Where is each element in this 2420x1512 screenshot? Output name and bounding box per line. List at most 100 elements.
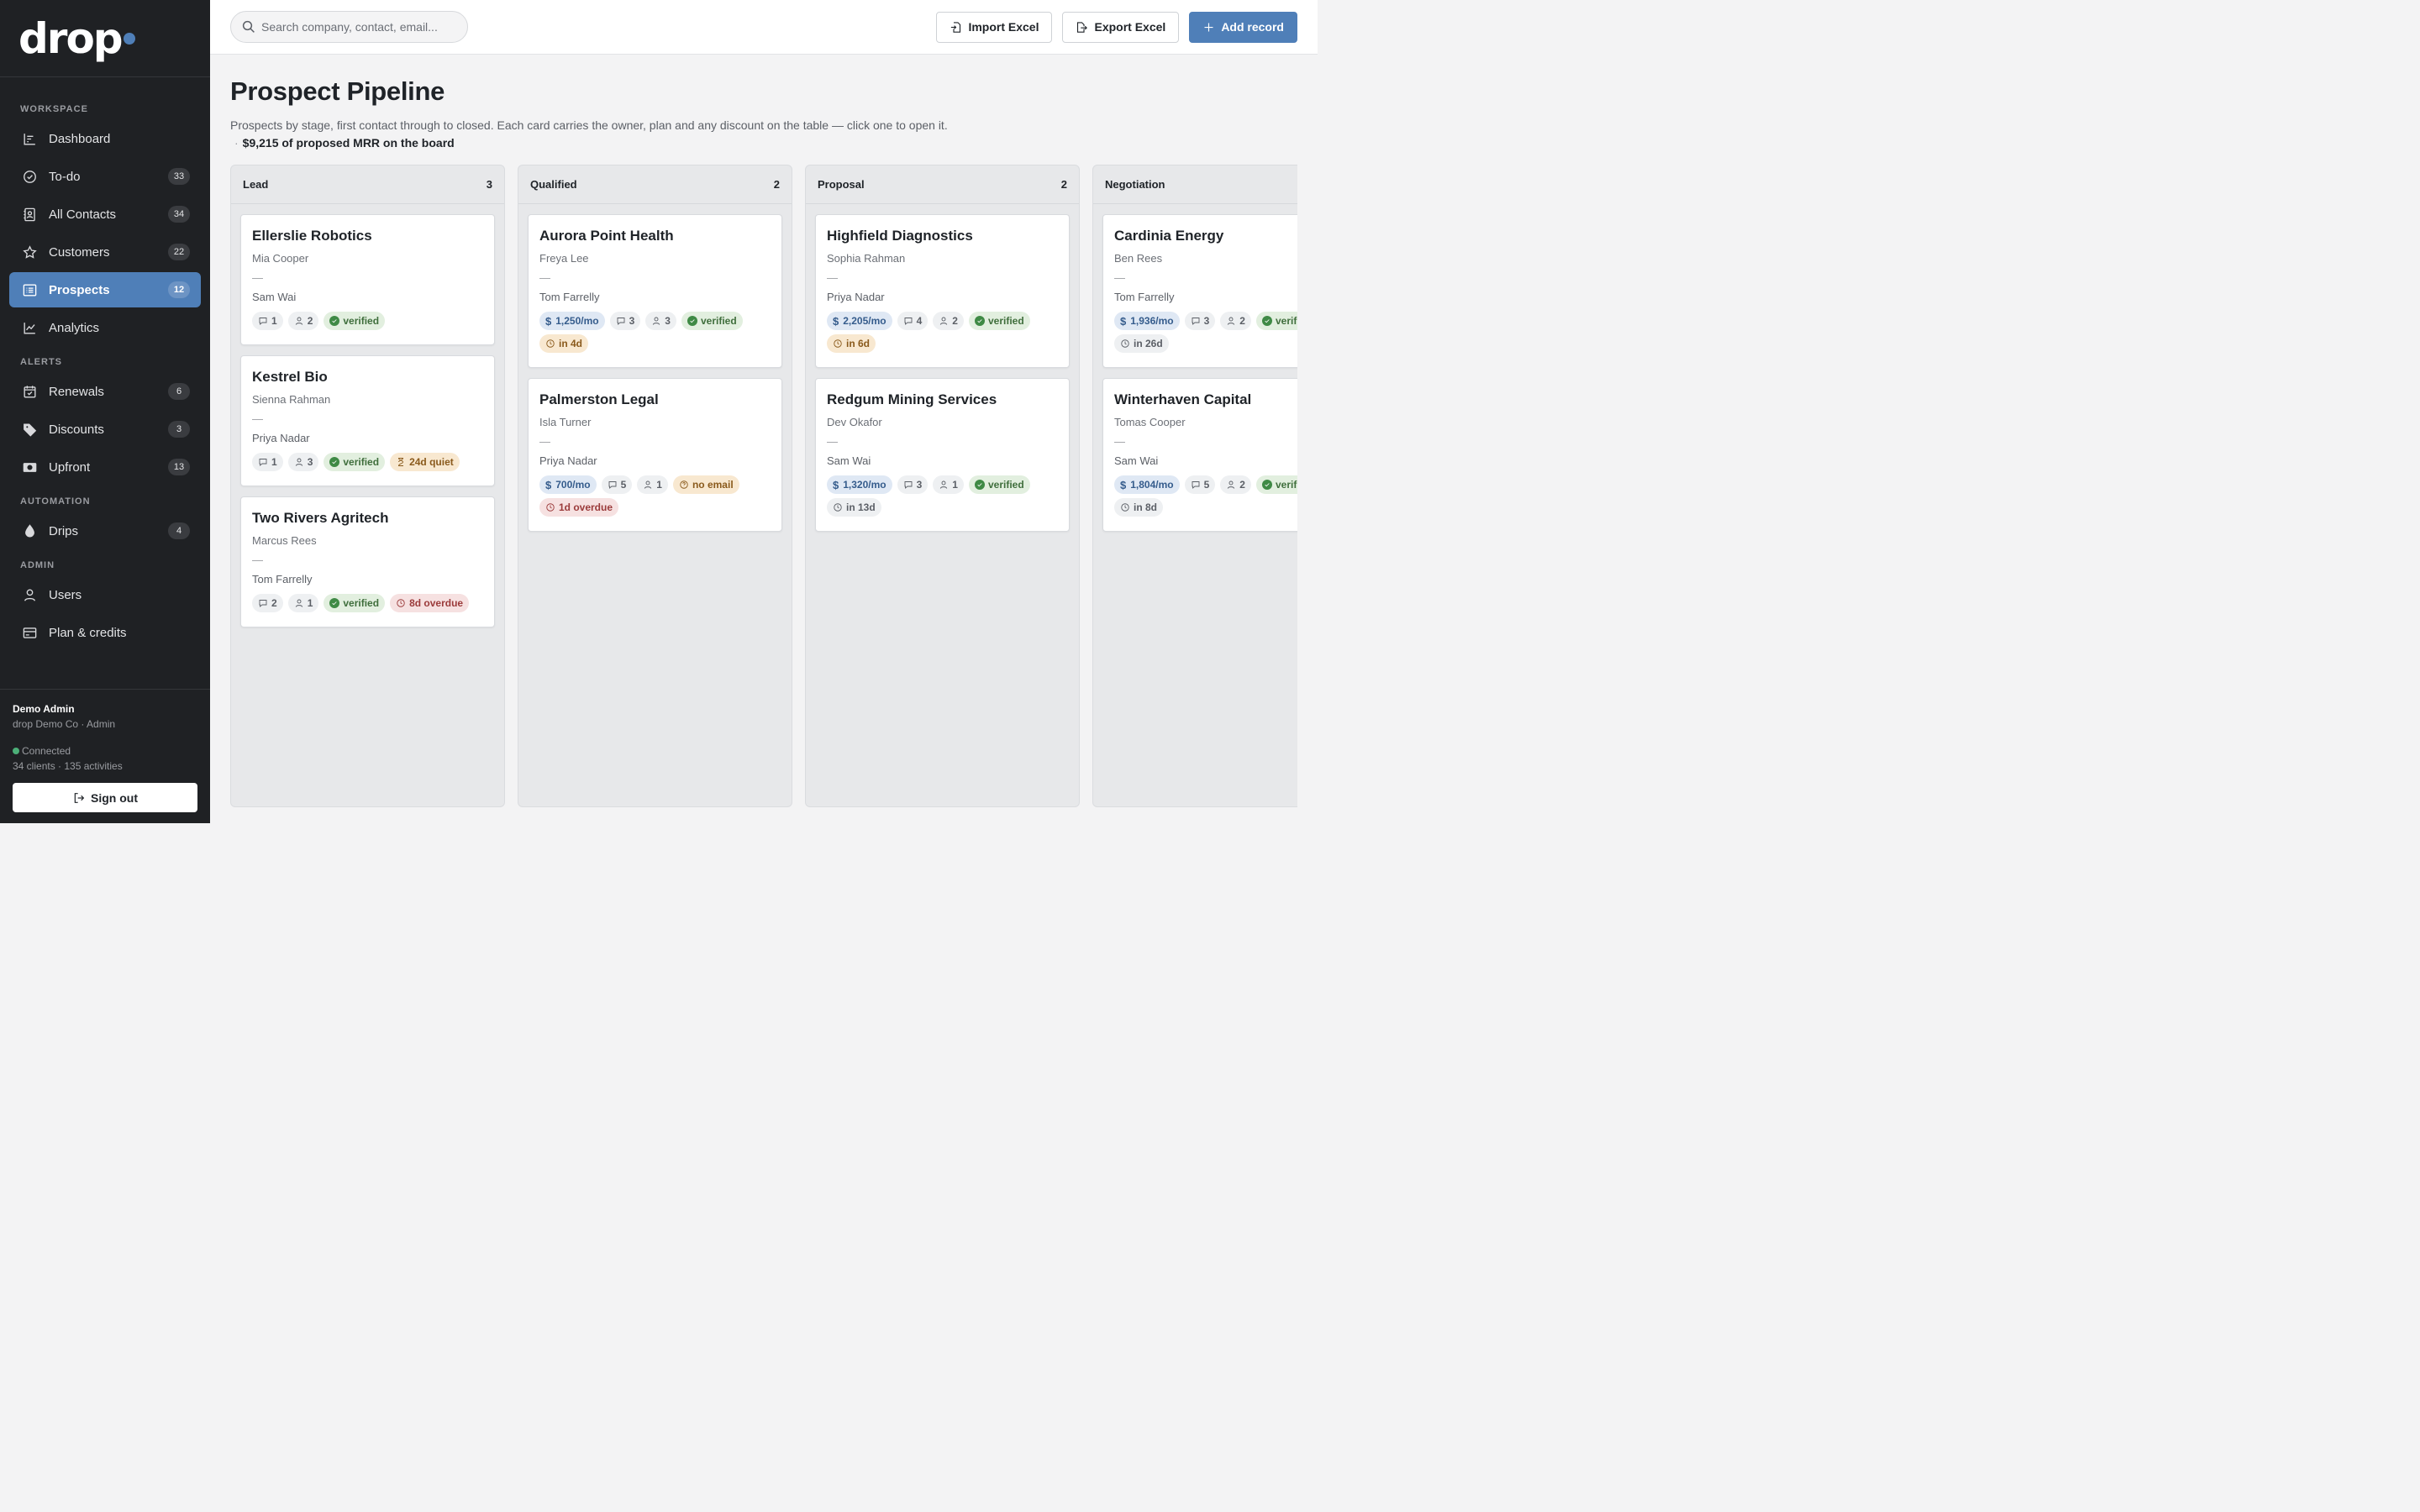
calendar-check-icon <box>21 383 38 400</box>
owner-name: Sam Wai <box>252 291 297 303</box>
dollar-icon: $ <box>545 314 552 328</box>
prospect-card[interactable]: Palmerston Legal Isla Turner — Priya Nadar $… <box>528 378 782 532</box>
plan-placeholder: — <box>827 271 838 284</box>
drop-icon <box>21 522 38 539</box>
contact-book-icon <box>21 206 38 223</box>
content: Prospect Pipeline Prospects by stage, fi… <box>210 55 1318 807</box>
company-name: Ellerslie Robotics <box>252 228 372 244</box>
stage-column-qualified: Qualified 2 Aurora Point Health Freya Lee — T… <box>518 165 792 807</box>
chip-text: 1 <box>307 597 313 609</box>
verified-badge: verified <box>324 594 386 612</box>
prospect-card[interactable]: Aurora Point Health Freya Lee — Tom Farrell… <box>528 214 782 368</box>
plan-placeholder: — <box>539 435 550 448</box>
mrr-separator: · <box>234 136 239 150</box>
prospect-card[interactable]: Highfield Diagnostics Sophia Rahman — Priya… <box>815 214 1070 368</box>
sidebar-item-renewals[interactable]: Renewals 6 <box>9 374 201 409</box>
sidebar-item-prospects[interactable]: Prospects 12 <box>9 272 201 307</box>
logo[interactable]: drop <box>0 0 210 77</box>
stage-column-lead: Lead 3 Ellerslie Robotics Mia Cooper — Sam Wa… <box>230 165 505 807</box>
company-name: Kestrel Bio <box>252 369 328 385</box>
prospect-card[interactable]: Redgum Mining Services Dev Okafor — Sam Wai… <box>815 378 1070 532</box>
sidebar-item-todo[interactable]: To-do 33 <box>9 159 201 194</box>
contacts-chip: 2 <box>1220 312 1251 330</box>
nav-section-heading: AUTOMATION <box>20 496 91 507</box>
owner-name: Sam Wai <box>827 454 871 467</box>
prospect-card[interactable]: Kestrel Bio Sienna Rahman — Priya Nadar 1 3 ve… <box>240 355 495 486</box>
contact-name: Isla Turner <box>539 416 592 428</box>
chip-text: verified <box>343 315 380 327</box>
dollar-icon: $ <box>1120 314 1127 328</box>
owner-name: Tom Farrelly <box>539 291 600 303</box>
chip-text: 2,205/mo <box>843 315 886 327</box>
add-record-label: Add record <box>1221 20 1284 34</box>
owner-name: Priya Nadar <box>827 291 885 303</box>
stage-card-list: Aurora Point Health Freya Lee — Tom Farrell… <box>518 204 792 532</box>
star-icon <box>21 244 38 260</box>
card-badges: 1 3 verified 24d quiet <box>252 453 483 475</box>
export-excel-button[interactable]: Export Excel <box>1062 11 1180 43</box>
sidebar-item-users[interactable]: Users <box>9 577 201 612</box>
prospect-card[interactable]: Ellerslie Robotics Mia Cooper — Sam Wai 1 2 ve… <box>240 214 495 345</box>
plan-placeholder: — <box>1114 435 1125 448</box>
sign-out-button[interactable]: Sign out <box>13 783 197 812</box>
plan-placeholder: — <box>252 271 263 284</box>
file-export-icon <box>1077 21 1088 33</box>
contacts-chip: 2 <box>1220 475 1251 494</box>
search-input[interactable] <box>261 20 455 34</box>
nav-section-heading: WORKSPACE <box>20 104 88 114</box>
comment-icon <box>903 316 917 326</box>
comments-chip: 1 <box>252 312 283 330</box>
sidebar-item-upfront[interactable]: Upfront 13 <box>9 449 201 485</box>
card-badges: $2,205/mo 4 2 verified in 6d <box>827 312 1058 357</box>
sidebar-item-label: To-do <box>49 169 81 184</box>
person-icon <box>643 480 656 490</box>
chip-text: 3 <box>307 456 313 468</box>
person-icon <box>1226 480 1239 490</box>
company-name: Cardinia Energy <box>1114 228 1224 244</box>
import-excel-button[interactable]: Import Excel <box>936 11 1053 43</box>
chip-text: 1,936/mo <box>1130 315 1174 327</box>
sidebar-item-dashboard[interactable]: Dashboard <box>9 121 201 156</box>
chip-text: in 6d <box>846 338 871 349</box>
chip-text: 1,804/mo <box>1130 479 1174 491</box>
sidebar-item-customers[interactable]: Customers 22 <box>9 234 201 270</box>
chip-text: 700/mo <box>555 479 591 491</box>
chip-text: 1 <box>271 315 277 327</box>
sidebar-item-count: 13 <box>168 459 190 475</box>
verified-badge: verified <box>1255 475 1297 494</box>
sidebar-item-label: Upfront <box>49 459 91 475</box>
prospect-card[interactable]: Winterhaven Capital Tomas Cooper — Sam Wai $… <box>1102 378 1297 532</box>
export-excel-label: Export Excel <box>1094 20 1166 34</box>
question-icon <box>679 480 692 490</box>
sidebar-item-count: 12 <box>168 281 190 298</box>
search-box[interactable] <box>230 11 468 43</box>
prospect-card[interactable]: Two Rivers Agritech Marcus Rees — Tom Farre… <box>240 496 495 627</box>
sidebar-item-discounts[interactable]: Discounts 3 <box>9 412 201 447</box>
sidebar-item-label: All Contacts <box>49 207 117 222</box>
mrr-chip: $1,804/mo <box>1114 475 1180 494</box>
sidebar-item-analytics[interactable]: Analytics <box>9 310 201 345</box>
due-badge: in 13d <box>827 498 881 517</box>
sidebar-item-contacts[interactable]: All Contacts 34 <box>9 197 201 232</box>
card-badges: $1,936/mo 3 2 verified in 26d <box>1114 312 1297 357</box>
person-icon <box>1226 316 1239 326</box>
owner-name: Tom Farrelly <box>1114 291 1175 303</box>
chip-text: 3 <box>665 315 671 327</box>
topbar: Import Excel Export Excel Add record <box>210 0 1318 55</box>
sign-out-icon <box>74 792 85 803</box>
workspace-stats: 34 clients · 135 activities <box>13 760 123 772</box>
main: Import Excel Export Excel Add record Pro… <box>210 0 1318 823</box>
stage-column-negotiation: Negotiation Cardinia Energy Ben Rees — Tom F… <box>1092 165 1297 807</box>
mrr-summary: · $9,215 of proposed MRR on the board <box>230 136 1318 150</box>
sidebar-item-label: Drips <box>49 523 79 538</box>
sidebar-item-count: 22 <box>168 244 190 260</box>
prospect-card[interactable]: Cardinia Energy Ben Rees — Tom Farrelly $1,9… <box>1102 214 1297 368</box>
comment-icon <box>258 598 271 608</box>
mrr-chip: $700/mo <box>539 475 597 494</box>
add-record-button[interactable]: Add record <box>1189 11 1297 43</box>
sidebar-item-drips[interactable]: Drips 4 <box>9 513 201 549</box>
sidebar-item-plan[interactable]: Plan & credits <box>9 615 201 650</box>
chip-text: 8d overdue <box>409 597 464 609</box>
chip-text: 2 <box>1239 479 1245 491</box>
sidebar-item-label: Users <box>49 587 82 602</box>
